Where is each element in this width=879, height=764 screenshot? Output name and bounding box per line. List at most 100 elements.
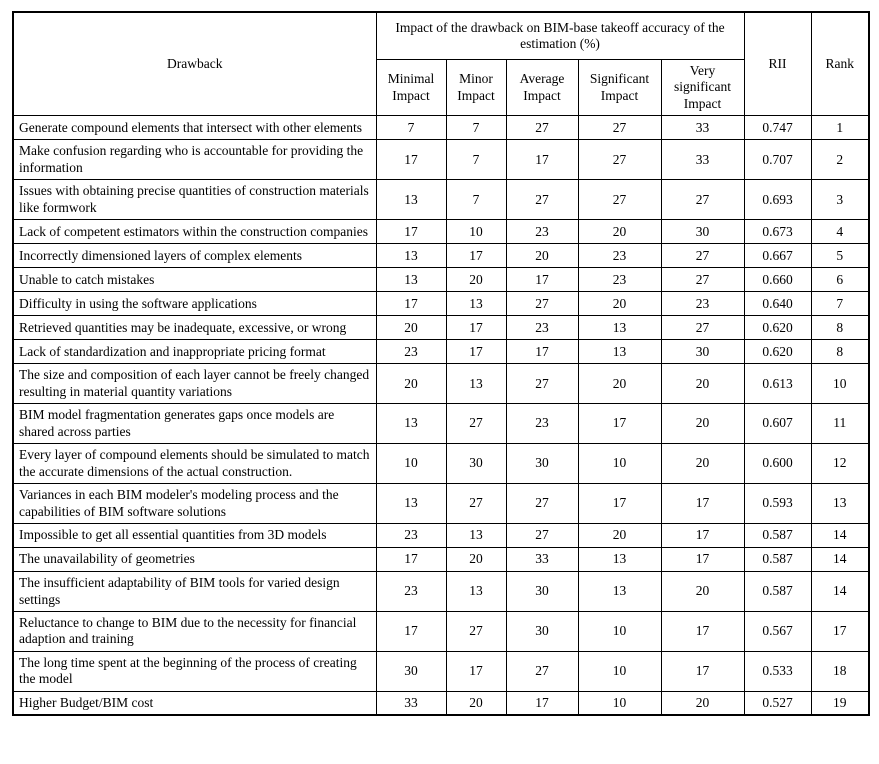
rank-cell: 10 <box>810 363 870 405</box>
impact-value-cell: 20 <box>577 523 662 549</box>
impact-value-cell: 17 <box>375 139 447 181</box>
impact-value-cell: 20 <box>445 690 507 716</box>
impact-value-cell: 30 <box>505 610 579 652</box>
impact-value-cell: 17 <box>577 483 662 525</box>
impact-value-cell: 17 <box>660 483 745 525</box>
rank-cell: 7 <box>810 291 870 317</box>
rank-cell: 3 <box>810 179 870 221</box>
rank-cell: 14 <box>810 523 870 549</box>
impact-value-cell: 17 <box>375 610 447 652</box>
table-row: Retrieved quantities may be inadequate, … <box>12 315 870 341</box>
drawback-cell: Lack of standardization and inappropriat… <box>12 339 377 365</box>
impact-value-cell: 10 <box>577 610 662 652</box>
impact-value-cell: 23 <box>505 315 579 341</box>
impact-value-cell: 23 <box>375 523 447 549</box>
impact-value-cell: 10 <box>577 690 662 716</box>
impact-value-cell: 13 <box>577 339 662 365</box>
rank-cell: 12 <box>810 443 870 485</box>
table-row: Generate compound elements that intersec… <box>12 115 870 141</box>
drawback-cell: Make confusion regarding who is accounta… <box>12 139 377 181</box>
impact-value-cell: 17 <box>660 650 745 692</box>
impact-value-cell: 23 <box>375 571 447 612</box>
impact-value-cell: 13 <box>445 523 507 549</box>
impact-value-cell: 17 <box>375 219 447 245</box>
rii-cell: 0.587 <box>743 547 812 573</box>
rank-cell: 13 <box>810 483 870 525</box>
rii-cell: 0.747 <box>743 115 812 141</box>
drawback-cell: Issues with obtaining precise quantities… <box>12 179 377 221</box>
impact-value-cell: 20 <box>375 315 447 341</box>
impact-value-cell: 17 <box>577 403 662 445</box>
table-row: Every layer of compound elements should … <box>12 443 870 485</box>
header-minor-impact: Minor Impact <box>445 58 507 117</box>
drawback-cell: BIM model fragmentation generates gaps o… <box>12 403 377 445</box>
rii-cell: 0.587 <box>743 523 812 549</box>
drawback-cell: Variances in each BIM modeler's modeling… <box>12 483 377 525</box>
impact-value-cell: 20 <box>660 443 745 485</box>
rank-cell: 18 <box>810 650 870 692</box>
impact-value-cell: 27 <box>505 483 579 525</box>
impact-value-cell: 20 <box>577 291 662 317</box>
impact-value-cell: 27 <box>660 179 745 221</box>
impact-value-cell: 20 <box>505 243 579 269</box>
drawback-cell: Reluctance to change to BIM due to the n… <box>12 610 377 652</box>
drawback-cell: The insufficient adaptability of BIM too… <box>12 571 377 612</box>
impact-value-cell: 20 <box>660 403 745 445</box>
impact-value-cell: 17 <box>375 547 447 573</box>
impact-value-cell: 13 <box>577 547 662 573</box>
table-row: Lack of standardization and inappropriat… <box>12 339 870 365</box>
impact-value-cell: 17 <box>445 650 507 692</box>
drawback-cell: The size and composition of each layer c… <box>12 363 377 405</box>
impact-value-cell: 13 <box>375 403 447 445</box>
impact-value-cell: 23 <box>375 339 447 365</box>
impact-value-cell: 20 <box>445 267 507 293</box>
header-impact-group: Impact of the drawback on BIM-base takeo… <box>375 11 745 60</box>
table-row: Unable to catch mistakes 13 20 17 23 27 0.660 6 <box>12 267 870 293</box>
impact-value-cell: 30 <box>505 571 579 612</box>
impact-value-cell: 17 <box>505 267 579 293</box>
rank-cell: 8 <box>810 315 870 341</box>
table-row: The unavailability of geometries 17 20 33 13… <box>12 547 870 573</box>
impact-value-cell: 13 <box>375 267 447 293</box>
impact-value-cell: 27 <box>445 483 507 525</box>
rii-cell: 0.593 <box>743 483 812 525</box>
rii-cell: 0.620 <box>743 339 812 365</box>
drawback-cell: The unavailability of geometries <box>12 547 377 573</box>
impact-value-cell: 20 <box>660 690 745 716</box>
rank-cell: 5 <box>810 243 870 269</box>
rank-cell: 6 <box>810 267 870 293</box>
impact-value-cell: 33 <box>660 115 745 141</box>
rank-cell: 14 <box>810 571 870 612</box>
impact-value-cell: 7 <box>375 115 447 141</box>
impact-value-cell: 27 <box>660 315 745 341</box>
header-minimal-impact: Minimal Impact <box>375 58 447 117</box>
drawback-impact-table: Drawback Impact of the drawback on BIM-b… <box>12 11 871 717</box>
impact-value-cell: 27 <box>505 179 579 221</box>
impact-value-cell: 17 <box>505 339 579 365</box>
impact-value-cell: 7 <box>445 179 507 221</box>
table-row: Reluctance to change to BIM due to the n… <box>12 610 870 652</box>
impact-value-cell: 27 <box>505 363 579 405</box>
impact-value-cell: 13 <box>577 315 662 341</box>
rank-cell: 19 <box>810 690 870 716</box>
impact-value-cell: 27 <box>445 610 507 652</box>
impact-value-cell: 20 <box>660 571 745 612</box>
impact-value-cell: 27 <box>505 523 579 549</box>
impact-value-cell: 30 <box>660 219 745 245</box>
impact-value-cell: 30 <box>505 443 579 485</box>
drawback-cell: Generate compound elements that intersec… <box>12 115 377 141</box>
rank-cell: 11 <box>810 403 870 445</box>
drawback-cell: The long time spent at the beginning of … <box>12 650 377 692</box>
impact-value-cell: 7 <box>445 115 507 141</box>
drawback-cell: Every layer of compound elements should … <box>12 443 377 485</box>
impact-value-cell: 17 <box>445 339 507 365</box>
rii-cell: 0.587 <box>743 571 812 612</box>
rank-cell: 17 <box>810 610 870 652</box>
impact-value-cell: 13 <box>445 571 507 612</box>
rii-cell: 0.607 <box>743 403 812 445</box>
impact-value-cell: 10 <box>445 219 507 245</box>
table-row: The size and composition of each layer c… <box>12 363 870 405</box>
impact-value-cell: 17 <box>660 547 745 573</box>
rank-cell: 4 <box>810 219 870 245</box>
impact-value-cell: 27 <box>577 179 662 221</box>
